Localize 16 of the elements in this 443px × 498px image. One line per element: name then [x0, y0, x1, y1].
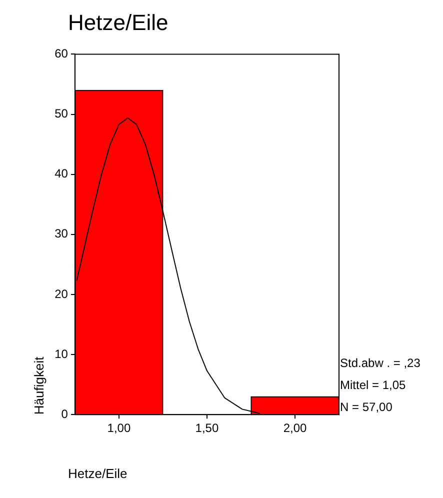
chart-title: Hetze/Eile — [68, 10, 168, 36]
y-tick-label: 10 — [54, 346, 68, 361]
x-tick-label: 2,00 — [283, 421, 307, 436]
y-tick-label: 50 — [54, 106, 68, 121]
y-axis-title: Häufigkeit — [31, 356, 46, 415]
text: N = 57,00 — [340, 399, 394, 416]
y-tick-label: 40 — [54, 166, 68, 181]
x-tick-label: 1,50 — [195, 421, 219, 436]
y-tick-label: 20 — [54, 286, 68, 301]
text: Std.abw . = ,23 — [340, 355, 420, 372]
y-tick-label: 30 — [54, 226, 68, 241]
x-tick-label: 1,00 — [107, 421, 131, 436]
text: Mittel = 1,05 — [340, 377, 407, 394]
x-axis-title: Hetze/Eile — [68, 466, 128, 481]
y-tick-label: 60 — [54, 46, 68, 61]
y-tick-label: 0 — [61, 406, 68, 421]
